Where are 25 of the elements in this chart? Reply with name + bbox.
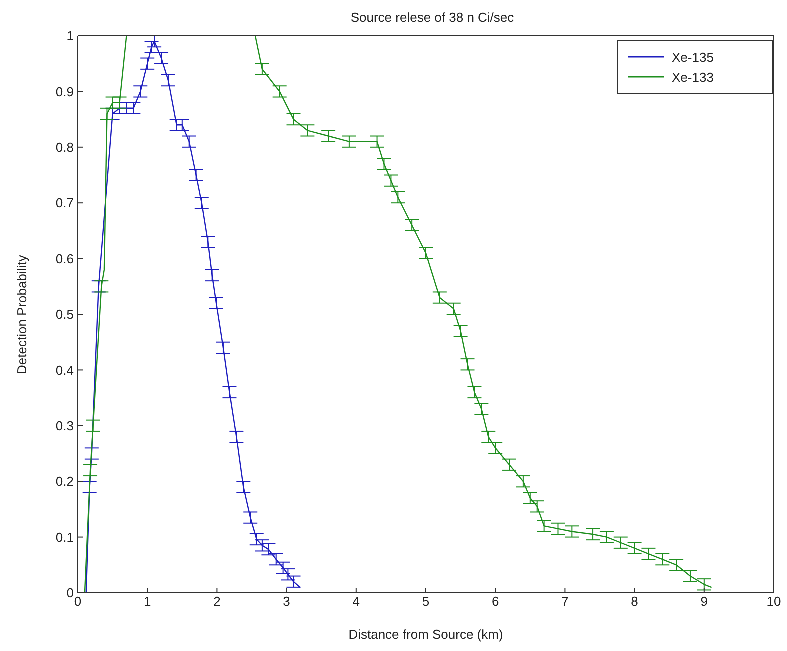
y-tick-label: 0.8 (56, 140, 74, 156)
y-tick-label: 0.9 (56, 84, 74, 100)
x-tick-label: 6 (492, 594, 500, 610)
chart-title: Source relese of 38 n Ci/sec (350, 10, 516, 25)
y-tick-label: 0.2 (56, 474, 74, 490)
y-tick-label: 0.6 (56, 251, 74, 266)
x-tick-label: 7 (562, 594, 569, 610)
legend-label: Xe-135 (672, 50, 714, 64)
x-tick-label: 9 (700, 594, 708, 610)
x-tick-label: 8 (631, 594, 638, 610)
y-tick-label: 0.7 (56, 196, 74, 211)
x-tick-label: 2 (214, 594, 221, 610)
y-tick-label: 0.3 (56, 418, 74, 434)
y-tick-label: 1 (66, 28, 74, 44)
y-tick-label: 0.1 (56, 530, 74, 545)
y-tick-label: 0.4 (56, 362, 74, 378)
x-tick-label: 5 (422, 594, 430, 610)
y-axis-title: Detection Probability (14, 254, 30, 374)
y-tick-label: 0.5 (56, 307, 74, 322)
x-tick-label: 1 (144, 594, 152, 610)
x-tick-label: 4 (352, 594, 360, 610)
x-tick-label: 10 (766, 594, 782, 610)
x-tick-label: 3 (283, 594, 290, 610)
x-axis-title: Distance from Source (km) (348, 627, 504, 642)
legend-label: Xe-133 (672, 70, 714, 84)
